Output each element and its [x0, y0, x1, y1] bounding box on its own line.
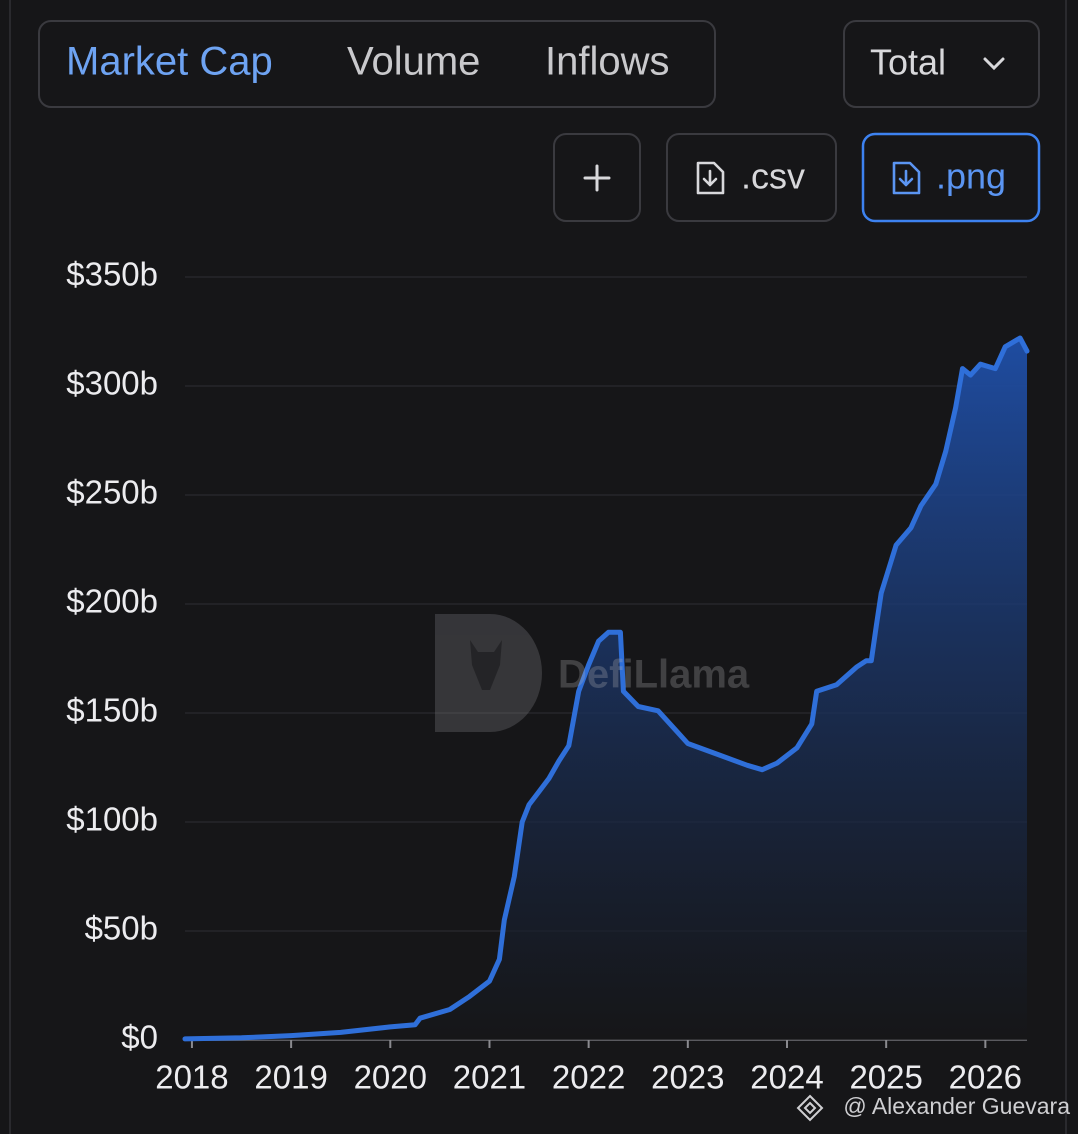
y-tick-label: $300b: [66, 365, 158, 402]
y-tick-label: $0: [121, 1019, 158, 1056]
plus-icon: [583, 164, 611, 192]
csv-label[interactable]: .csv: [741, 156, 805, 197]
watermark-logo: [435, 614, 542, 732]
x-tick-label: 2024: [750, 1059, 823, 1096]
x-tick-label: 2026: [949, 1059, 1022, 1096]
credit: @ Alexander Guevara: [843, 1093, 1070, 1119]
area-fill: [185, 338, 1027, 1040]
credit-icon: [796, 1094, 824, 1122]
grid: $0 $50b $100b $150b $200b $250b $300b $350b 2018…: [66, 256, 1027, 1096]
y-tick-label: $200b: [66, 583, 158, 620]
tab-active[interactable]: Market Cap: [66, 40, 273, 84]
x-tick-label: 2018: [155, 1059, 228, 1096]
dropdown[interactable]: [843, 20, 1040, 108]
x-tick-label: 2019: [254, 1059, 327, 1096]
tab[interactable]: Volume: [347, 40, 480, 84]
x-tick-label: 2025: [849, 1059, 922, 1096]
watermark-llama: [470, 640, 502, 690]
dropdown-label[interactable]: Total: [870, 42, 946, 83]
x-tick-label: 2021: [453, 1059, 526, 1096]
x-tick-label: 2023: [651, 1059, 724, 1096]
tab-group: [38, 20, 716, 108]
csv-button[interactable]: [666, 133, 837, 222]
tab[interactable]: Inflows: [545, 40, 670, 84]
y-tick-label: $350b: [66, 256, 158, 293]
png-button[interactable]: [861, 132, 1041, 223]
y-tick-label: $150b: [66, 692, 158, 729]
watermark: DefiLlama: [435, 614, 750, 732]
file-icon: [696, 161, 725, 195]
watermark-text: DefiLlama: [558, 653, 750, 697]
y-tick-label: $250b: [66, 474, 158, 511]
chevron-icon: [983, 57, 1005, 71]
file-icon: [892, 161, 921, 195]
png-label[interactable]: .png: [936, 156, 1006, 197]
line: [182, 335, 1030, 1042]
y-tick-label: $100b: [66, 801, 158, 838]
plot: [182, 335, 1030, 1042]
x-tick-label: 2022: [552, 1059, 625, 1096]
add-button[interactable]: [553, 133, 641, 222]
x-tick-label: 2020: [354, 1059, 427, 1096]
y-tick-label: $50b: [85, 910, 158, 947]
